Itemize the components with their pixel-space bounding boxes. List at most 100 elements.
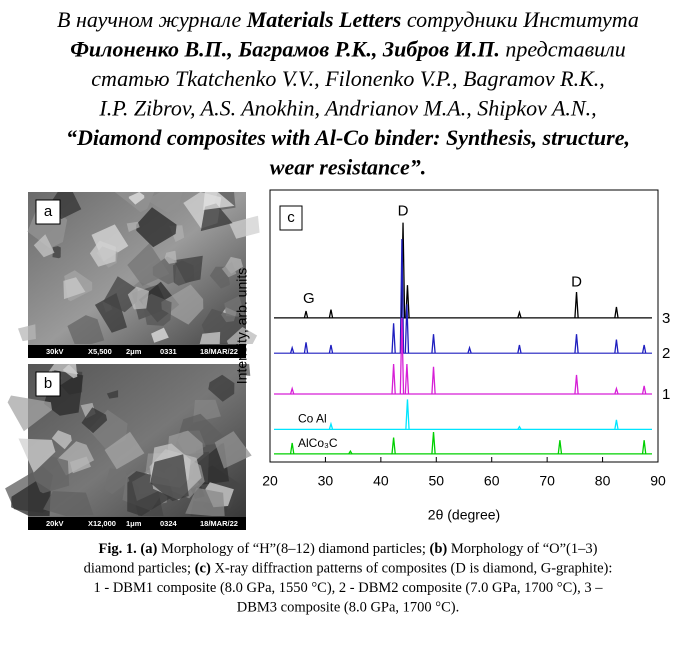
sem-grain [103,276,138,313]
sem-grain [126,221,140,232]
header-line-run: Филоненко В.П., Баграмов Р.К., Зибров И.… [70,37,500,62]
pattern-peak [614,419,619,430]
sem-grain [127,243,170,286]
sem-info: 2μm [126,347,142,356]
sem-grain [203,192,235,210]
series-label: 2 [662,345,670,362]
caption-line: DBM3 composite (8.0 GPa, 1700 °C). [237,600,459,616]
pattern-peak [404,364,410,395]
sem-grain [33,234,55,258]
pattern-peak [431,366,436,395]
sem-grain [18,324,36,342]
x-tick-label: 90 [650,473,666,489]
sem-grain [52,246,61,259]
x-tick-label: 30 [318,473,334,489]
panel-label-box [35,371,61,397]
sem-grain [226,327,258,344]
sem-grain [151,327,169,343]
pattern-peak [303,310,309,318]
pattern-peak [431,334,436,354]
x-tick-label: 80 [595,473,611,489]
pattern-peak [289,442,295,454]
panel-label: b [44,375,52,392]
sem-grain [214,431,252,469]
header-line-run: “Diamond composites with Al-Co binder: S… [66,125,630,150]
caption-line: diamond particles; (c) X-ray diffraction… [84,561,613,577]
pattern-peak [328,344,334,354]
sem-info: 0331 [160,347,177,356]
x-tick-label: 50 [428,473,444,489]
header-line: В научном журнале Materials Letters сотр… [57,7,639,32]
pattern-peak [303,342,309,354]
pattern-peak [641,344,647,354]
caption-line-run: X-ray diffraction patterns of composites… [211,561,613,577]
x-tick-label: 60 [484,473,500,489]
sem-grain [221,261,237,278]
sem-grain [238,364,251,376]
caption-line-run: 1 - DBM1 composite (8.0 GPa, 1550 °C), 2… [93,580,603,596]
pattern-peak [404,304,410,354]
series-label: 1 [662,386,670,403]
header-line-run: представили [500,37,626,62]
pattern-peak [574,291,579,318]
header-line: I.P. Zibrov, A.S. Anokhin, Andrianov M.A… [98,96,596,121]
caption-line-run: Fig. 1. (a) [99,541,158,557]
sem-grain [142,293,172,326]
sem-grain [150,454,189,502]
series-label: Co Al [298,412,327,426]
pattern-peak [391,364,396,395]
sem-grain [43,491,94,516]
pattern-peak [289,345,295,354]
header-line: Филоненко В.П., Баграмов Р.К., Зибров И.… [70,37,626,62]
pattern-peak [614,386,619,395]
plot-frame [269,189,659,463]
sem-grain [81,407,108,434]
sem-info: X5,500 [88,347,112,356]
sem-info-bar [28,517,246,530]
peak-annotation: D [398,203,409,220]
pattern-peak [517,344,522,354]
sem-grain [69,456,91,474]
sem-info: 0324 [160,519,178,528]
sem-info-bar [28,345,246,358]
sem-grain [146,192,183,214]
pattern-peak [391,323,396,354]
sem-info: 20kV [46,519,64,528]
caption-line-run: Morphology of “H”(8–12) diamond particle… [157,541,429,557]
sem-grain [67,315,105,344]
pattern-peak [467,345,472,354]
pattern-peak [399,238,405,354]
sem-grain [104,468,130,495]
sem-grain [224,295,246,317]
caption-line-run: Morphology of “O”(1–3) [447,541,597,557]
caption-line-run: DBM3 composite (8.0 GPa, 1700 °C). [237,600,459,616]
pattern-peak [614,306,619,318]
sem-grain [128,192,145,205]
pattern-peak [574,334,579,354]
sem-grain [62,364,78,379]
sem-grain [63,277,86,300]
sem-grain [208,374,235,402]
pattern-peak [348,449,353,455]
sem-grain [200,203,233,232]
caption-line-run: (b) [430,541,448,557]
pattern-peak [641,440,647,454]
series-label: AlCo₃C [298,436,338,450]
header-line: wear resistance”. [270,155,426,180]
pattern-peak [391,437,396,454]
y-axis-label: Intensity, arb. units [234,268,250,384]
sem-info: 18/MAR/22 [200,519,238,528]
sem-grain [164,250,177,264]
pattern-peak [328,421,334,430]
peak-annotation: G [303,290,315,307]
header-line-run: I.P. Zibrov, A.S. Anokhin, Andrianov M.A… [98,96,596,121]
x-tick-label: 20 [262,473,278,489]
header-line: статью Tkatchenko V.V., Filonenko V.P., … [91,66,605,91]
caption-line: 1 - DBM1 composite (8.0 GPa, 1550 °C), 2… [93,580,603,596]
pattern-peak [614,339,619,354]
sem-info: 1μm [126,519,142,528]
pattern-peak [399,317,405,395]
pattern-peak [517,425,522,430]
pattern-peak [289,386,295,395]
